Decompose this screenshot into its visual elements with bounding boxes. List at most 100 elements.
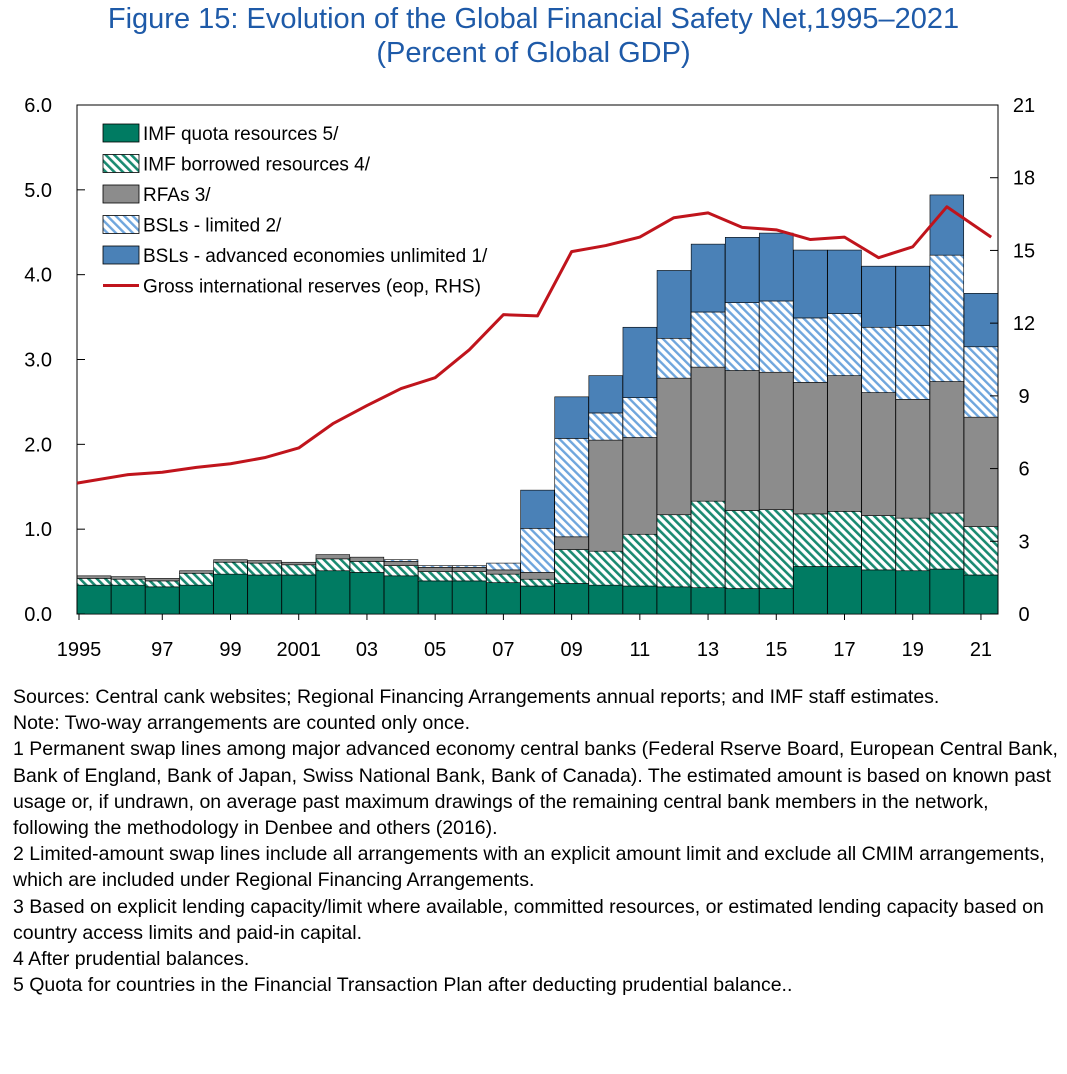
bar-rfa-1999	[213, 559, 248, 563]
bar-bsl_unlimited-2017	[827, 249, 862, 314]
bar-imf_borrowed-2002	[315, 558, 351, 572]
bar-bsl_unlimited-2015	[759, 232, 794, 302]
bar-rfa-1998	[179, 570, 214, 574]
bar-bsl_unlimited-2011	[622, 326, 658, 398]
right-tick-label: 18	[1013, 168, 1035, 190]
bar-bsl_limited-2009	[554, 438, 589, 538]
reserves-line	[76, 205, 993, 485]
bar-imf_quota-2018	[861, 569, 896, 615]
bar-bsl_limited-2021	[963, 346, 999, 418]
legend-swatch-bsl_limited	[102, 215, 140, 234]
legend-label-rfa: RFAs 3/	[143, 185, 211, 206]
bar-imf_borrowed-1999	[213, 561, 248, 575]
bar-bsl_limited-2015	[759, 300, 794, 373]
bar-imf_borrowed-2003	[349, 561, 385, 573]
legend-label-imf_quota: IMF quota resources 5/	[143, 124, 339, 145]
bar-imf_borrowed-2015	[759, 509, 794, 589]
bar-imf_borrowed-1998	[179, 572, 214, 586]
bar-imf_borrowed-2020	[929, 512, 965, 570]
bar-imf_borrowed-2018	[861, 515, 896, 571]
bar-imf_quota-2017	[827, 566, 862, 615]
bar-imf_quota-2012	[656, 586, 692, 615]
legend-label-bsl_unlimited: BSLs - advanced economies unlimited 1/	[143, 246, 488, 267]
chart-title-line2: (Percent of Global GDP)	[376, 37, 691, 69]
x-tick-label: 97	[151, 639, 173, 661]
x-tick-label: 13	[697, 639, 719, 661]
bar-imf_quota-2016	[793, 566, 828, 615]
bar-rfa-2011	[622, 437, 658, 535]
left-tick-label: 5.0	[24, 180, 52, 202]
bar-imf_borrowed-2012	[656, 514, 692, 588]
bar-imf_quota-2020	[929, 568, 965, 615]
bar-imf_borrowed-1997	[145, 580, 180, 588]
note-sources: Sources: Central cank websites; Regional…	[13, 686, 940, 708]
bar-imf_borrowed-2019	[895, 517, 930, 572]
bar-bsl_limited-2012	[656, 337, 692, 379]
right-tick-label: 3	[1018, 531, 1029, 553]
right-tick-label: 0	[1018, 604, 1029, 626]
x-tick-label: 09	[560, 639, 582, 661]
right-tick-label: 15	[1013, 240, 1035, 262]
bar-rfa-2006	[452, 567, 487, 572]
bar-bsl_unlimited-2019	[895, 265, 930, 326]
bar-imf_quota-2010	[588, 584, 623, 615]
bar-bsl_limited-2013	[690, 311, 726, 368]
legend-swatch-rfa	[102, 184, 140, 204]
notes: Sources: Central cank websites; Regional…	[13, 684, 1058, 998]
bar-bsl_unlimited-2016	[793, 249, 828, 319]
bar-imf_quota-2007	[486, 582, 521, 615]
x-tick-label: 19	[902, 639, 924, 661]
note-2: 2 Limited-amount swap lines include all …	[13, 843, 1045, 892]
right-tick-label: 21	[1013, 95, 1035, 117]
x-tick-label: 11	[629, 639, 650, 661]
x-tick-label: 99	[219, 639, 241, 661]
bar-imf_borrowed-2010	[588, 550, 623, 586]
bar-bsl_limited-2020	[929, 254, 965, 382]
bar-imf_quota-2011	[622, 585, 658, 615]
bar-rfa-1997	[145, 578, 180, 582]
bar-bsl_unlimited-2021	[963, 293, 999, 348]
bar-bsl_limited-2017	[827, 313, 862, 376]
left-tick-label: 0.0	[24, 604, 52, 626]
bar-rfa-2014	[724, 370, 760, 511]
bar-imf_borrowed-1996	[110, 578, 146, 586]
bar-bsl_limited-2005	[417, 565, 453, 568]
bar-imf_quota-2004	[383, 575, 419, 615]
legend-label-imf_borrowed: IMF borrowed resources 4/	[143, 155, 371, 176]
bar-imf_quota-1996	[110, 584, 146, 615]
bar-rfa-2012	[656, 377, 692, 516]
bar-imf_borrowed-2006	[452, 571, 487, 582]
bar-imf_quota-2009	[554, 583, 589, 615]
bar-imf_borrowed-1995	[76, 578, 112, 586]
bar-rfa-2013	[690, 366, 726, 502]
bar-rfa-2000	[247, 560, 282, 564]
bar-imf_quota-1998	[179, 584, 214, 615]
note-1: 1 Permanent swap lines among major advan…	[13, 738, 1058, 840]
bar-bsl_limited-2018	[861, 326, 896, 393]
bar-imf_borrowed-2011	[622, 533, 658, 587]
bar-imf_borrowed-2013	[690, 500, 726, 589]
bar-bsl_unlimited-2008	[520, 489, 555, 529]
bar-rfa-2020	[929, 381, 965, 514]
bar-imf_borrowed-2004	[383, 565, 419, 577]
legend: IMF quota resources 5/IMF borrowed resou…	[102, 123, 488, 298]
x-tick-label: 05	[424, 639, 446, 661]
bar-bsl_limited-2011	[622, 397, 658, 438]
bar-imf_quota-2014	[724, 588, 760, 615]
right-tick-label: 12	[1013, 313, 1035, 335]
bar-bsl_limited-2010	[588, 412, 623, 441]
bar-imf_borrowed-2000	[247, 562, 282, 576]
bar-bsl_limited-2007	[486, 562, 521, 571]
bar-imf_borrowed-2016	[793, 513, 828, 567]
chart-title: Figure 15: Evolution of the Global Finan…	[0, 2, 1067, 70]
bar-rfa-2021	[963, 416, 999, 527]
right-tick-label: 9	[1018, 386, 1029, 408]
bar-imf_quota-2013	[690, 587, 726, 615]
bar-rfa-2004	[383, 561, 419, 566]
x-tick-label: 03	[356, 639, 378, 661]
x-tick-label: 21	[970, 639, 992, 661]
bar-rfa-2017	[827, 375, 862, 512]
right-tick-label: 6	[1018, 459, 1029, 481]
bar-rfa-2007	[486, 569, 521, 575]
